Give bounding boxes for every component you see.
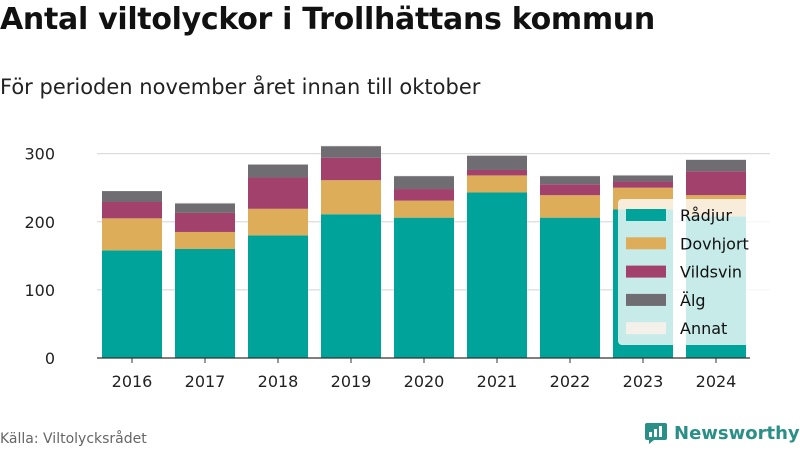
bar-segment <box>102 191 162 202</box>
x-tick-label: 2016 <box>112 372 153 391</box>
bar-segment <box>467 155 527 170</box>
brand-logo: Newsworthy <box>644 421 800 445</box>
legend-swatch <box>626 293 666 306</box>
x-tick-label: 2017 <box>185 372 226 391</box>
bar-segment <box>248 177 308 209</box>
x-tick-label: 2023 <box>623 372 664 391</box>
bar-segment <box>175 203 235 213</box>
bar-segment <box>321 145 381 147</box>
source-note: Källa: Viltolycksrådet <box>0 431 147 447</box>
bar-segment <box>394 176 454 190</box>
legend-swatch <box>626 209 666 221</box>
legend-swatch <box>626 322 666 335</box>
bar-segment <box>686 159 746 172</box>
bar-segment <box>321 214 381 358</box>
bar-segment <box>686 171 746 196</box>
x-tick-label: 2024 <box>696 372 737 391</box>
y-tick-label: 0 <box>45 349 55 368</box>
bar-segment <box>613 175 673 182</box>
bar-segment <box>321 157 381 181</box>
bar-segment <box>467 192 527 358</box>
bar-segment <box>394 189 454 201</box>
brand-name: Newsworthy <box>674 422 800 444</box>
chart-subtitle: För perioden november året innan till ok… <box>0 75 481 99</box>
bar-segment <box>686 159 746 160</box>
x-tick-label: 2021 <box>477 372 518 391</box>
x-tick-label: 2019 <box>331 372 372 391</box>
legend-swatch <box>626 265 666 278</box>
bar-segment <box>394 175 454 177</box>
y-axis: 0 100 200 300 <box>24 145 55 368</box>
bar-segment <box>540 195 600 218</box>
bar-segment <box>102 250 162 358</box>
legend-label: Annat <box>680 319 727 338</box>
bar-segment <box>248 164 308 178</box>
bar-segment <box>467 154 527 156</box>
y-tick-label: 300 <box>24 145 55 164</box>
x-tick-label: 2018 <box>258 372 299 391</box>
bar-segment <box>540 176 600 185</box>
bar-segment <box>394 217 454 358</box>
x-axis: 2016 2017 2018 2019 2020 2021 2022 2023 2024 <box>112 358 737 391</box>
bar-segment <box>102 218 162 251</box>
bar-segment <box>613 174 673 176</box>
bar-segment <box>540 175 600 177</box>
bar-segment <box>248 235 308 358</box>
legend: Rådjur Dovhjort Vildsvin Älg Annat <box>618 199 772 345</box>
legend-label: Älg <box>680 291 706 310</box>
bar-segment <box>613 181 673 188</box>
legend-label: Dovhjort <box>680 234 749 253</box>
bar-segment <box>321 180 381 215</box>
bar-segment <box>102 201 162 219</box>
bar-segment <box>175 212 235 232</box>
legend-box <box>618 199 772 345</box>
bar-segment <box>394 200 454 218</box>
newsworthy-logo-icon <box>645 423 667 444</box>
y-tick-label: 100 <box>24 281 55 300</box>
bar-segment <box>175 202 235 204</box>
bar-segment <box>175 231 235 249</box>
x-tick-label: 2022 <box>550 372 591 391</box>
chart-title: Antal viltolyckor i Trollhättans kommun <box>0 2 655 37</box>
bar-segment <box>175 249 235 358</box>
y-tick-label: 200 <box>24 213 55 232</box>
legend-swatch <box>626 237 666 250</box>
bar-segment <box>467 175 527 193</box>
bar-segment <box>540 184 600 196</box>
bar-segment <box>467 169 527 176</box>
legend-label: Vildsvin <box>680 263 742 282</box>
bar-segment <box>540 217 600 358</box>
legend-label: Rådjur <box>680 206 732 225</box>
bar-segment <box>321 146 381 158</box>
x-tick-label: 2020 <box>404 372 445 391</box>
bar-segment <box>248 208 308 236</box>
